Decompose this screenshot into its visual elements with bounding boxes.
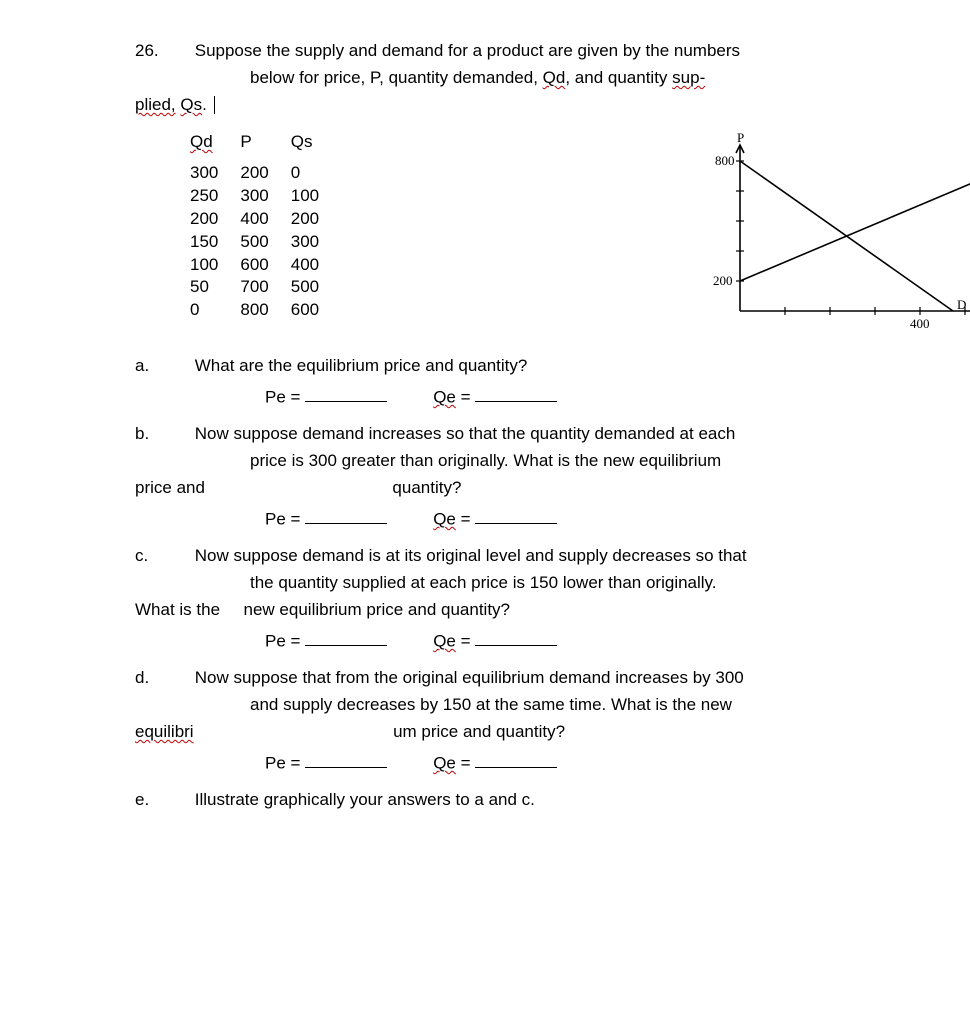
cell-p: 500 <box>240 231 290 254</box>
intro-plied: plied, <box>135 95 176 114</box>
intro-line2b: , and quantity <box>565 68 672 87</box>
table-header-row: Qd P Qs <box>190 131 341 162</box>
cell-qd: 0 <box>190 299 240 322</box>
chart-x-400: 400 <box>910 316 930 331</box>
part-c-l2: the quantity supplied at each price is 1… <box>250 573 717 592</box>
cell-qs: 0 <box>291 162 341 185</box>
part-b-l2: price is 300 greater than originally. Wh… <box>250 451 721 470</box>
th-qd: Qd <box>190 132 213 151</box>
intro-qd: Qd <box>543 68 566 87</box>
th-qs: Qs <box>291 131 341 162</box>
cell-p: 800 <box>240 299 290 322</box>
cell-qs: 300 <box>291 231 341 254</box>
part-d-l3b: um price and quantity? <box>393 722 565 741</box>
chart-y-200: 200 <box>713 273 733 288</box>
part-b-l3b: quantity? <box>392 478 461 497</box>
cell-qd: 50 <box>190 276 240 299</box>
demand-label: D <box>957 297 966 312</box>
part-d-l2: and supply decreases by 150 at the same … <box>250 695 732 714</box>
chart-y-800: 800 <box>715 153 735 168</box>
part-c-label: c. <box>135 545 190 568</box>
supply-demand-table: Qd P Qs 30020002503001002004002001505003… <box>190 131 341 323</box>
text-cursor <box>214 96 215 114</box>
qe-blank[interactable] <box>475 630 557 646</box>
part-e-text: Illustrate graphically your answers to a… <box>195 790 535 809</box>
intro-qs: Qs <box>180 95 202 114</box>
cell-qs: 200 <box>291 208 341 231</box>
part-c-l3b: new equilibrium price and quantity? <box>244 600 511 619</box>
chart-p-label: P <box>737 131 744 145</box>
part-d: d. Now suppose that from the original eq… <box>135 667 910 775</box>
table-row: 3002000 <box>190 162 341 185</box>
qe-blank[interactable] <box>475 386 557 402</box>
part-c: c. Now suppose demand is at its original… <box>135 545 910 653</box>
part-a-label: a. <box>135 355 190 378</box>
part-b-label: b. <box>135 423 190 446</box>
cell-p: 300 <box>240 185 290 208</box>
cell-p: 200 <box>240 162 290 185</box>
part-d-l1: Now suppose that from the original equil… <box>195 668 744 687</box>
intro-line1: Suppose the supply and demand for a prod… <box>195 41 740 60</box>
part-e: e. Illustrate graphically your answers t… <box>135 789 910 812</box>
cell-qs: 600 <box>291 299 341 322</box>
part-b-l1: Now suppose demand increases so that the… <box>195 424 736 443</box>
supply-curve <box>740 181 970 281</box>
part-e-label: e. <box>135 789 190 812</box>
supply-demand-chart: 800 200 400 S D P <box>695 131 970 348</box>
part-d-label: d. <box>135 667 190 690</box>
cell-qd: 150 <box>190 231 240 254</box>
cell-p: 400 <box>240 208 290 231</box>
intro-sup: sup- <box>672 68 705 87</box>
table-and-chart: Qd P Qs 30020002503001002004002001505003… <box>135 131 910 341</box>
part-d-l3a: equilibri <box>135 722 194 741</box>
cell-qs: 100 <box>291 185 341 208</box>
table-row: 50700500 <box>190 276 341 299</box>
table-row: 150500300 <box>190 231 341 254</box>
part-b-l3a: price and <box>135 478 205 497</box>
cell-qs: 500 <box>291 276 341 299</box>
part-c-l1: Now suppose demand is at its original le… <box>195 546 747 565</box>
part-b-answers: Pe = Qe = <box>265 508 910 531</box>
part-a-answers: Pe = Qe = <box>265 386 910 409</box>
table-row: 200400200 <box>190 208 341 231</box>
part-a-text: What are the equilibrium price and quant… <box>195 356 528 375</box>
pe-blank[interactable] <box>305 508 387 524</box>
pe-blank[interactable] <box>305 630 387 646</box>
cell-p: 600 <box>240 254 290 277</box>
cell-qs: 400 <box>291 254 341 277</box>
qe-blank[interactable] <box>475 752 557 768</box>
cell-qd: 200 <box>190 208 240 231</box>
part-c-l3a: What is the <box>135 600 220 619</box>
cell-qd: 100 <box>190 254 240 277</box>
table-row: 100600400 <box>190 254 341 277</box>
th-p: P <box>240 131 290 162</box>
intro-dot: . <box>202 95 211 114</box>
qe-blank[interactable] <box>475 508 557 524</box>
problem-number: 26. <box>135 40 190 63</box>
demand-curve <box>740 161 953 311</box>
cell-qd: 250 <box>190 185 240 208</box>
part-c-answers: Pe = Qe = <box>265 630 910 653</box>
table-row: 250300100 <box>190 185 341 208</box>
cell-p: 700 <box>240 276 290 299</box>
pe-blank[interactable] <box>305 752 387 768</box>
problem-intro: 26. Suppose the supply and demand for a … <box>135 40 910 117</box>
part-d-answers: Pe = Qe = <box>265 752 910 775</box>
pe-blank[interactable] <box>305 386 387 402</box>
cell-qd: 300 <box>190 162 240 185</box>
pe-label: Pe = <box>265 387 300 406</box>
table-row: 0800600 <box>190 299 341 322</box>
qe-label: Qe <box>433 387 456 406</box>
part-b: b. Now suppose demand increases so that … <box>135 423 910 531</box>
intro-line2a: below for price, P, quantity demanded, <box>250 68 543 87</box>
part-a: a. What are the equilibrium price and qu… <box>135 355 910 409</box>
